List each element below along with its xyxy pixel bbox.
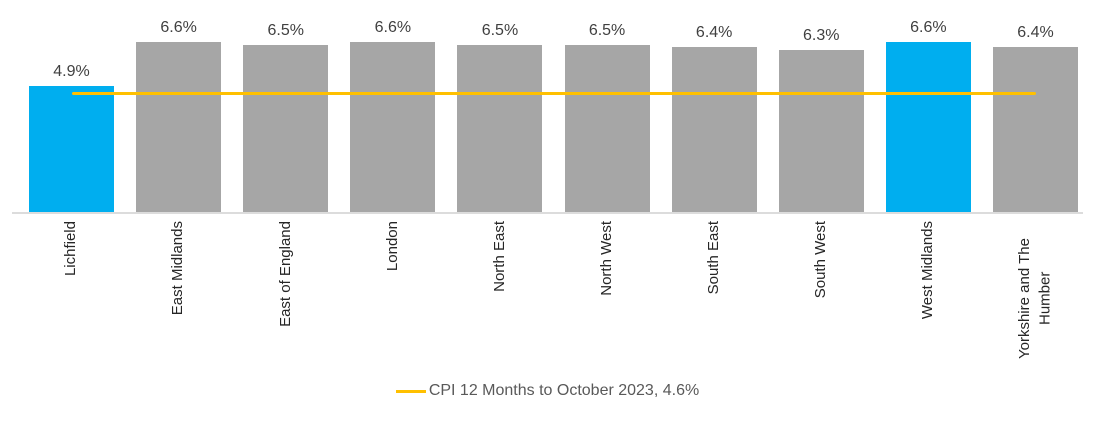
legend-label: CPI 12 Months to October 2023, 4.6% [428,382,700,399]
bar-column: 6.4% [671,24,757,212]
bar [243,44,329,212]
legend: CPI 12 Months to October 2023, 4.6% [0,382,1095,400]
category-label: East of England [276,221,294,327]
bar [457,44,543,212]
bar [29,85,114,212]
category-label: North West [597,221,615,296]
category-label: Yorkshire and The Humber [1016,238,1054,359]
bar [136,42,222,212]
bar-column: 6.5% [457,21,543,212]
category-label: West Midlands [919,221,937,320]
category-cell: London [350,221,435,379]
category-label: North East [490,221,508,292]
bar-value-label: 4.9% [53,62,90,80]
bar-column: 6.5% [564,21,650,212]
bar-value-label: 6.4% [1017,24,1054,42]
bar [992,47,1078,212]
bar-value-label: 6.5% [267,21,304,39]
category-labels-row: Lichfield East Midlands East of England Lon… [29,221,1078,379]
legend-line-swatch [395,389,426,393]
bar-value-label: 6.6% [910,19,947,37]
bar-column: 4.9% [29,63,114,212]
category-label: London [383,221,401,272]
bar-value-label: 6.4% [695,24,733,42]
bar-column: 6.6% [350,19,436,212]
bar-column: 6.6% [136,19,222,212]
bar-value-label: 6.3% [803,26,840,44]
category-cell: East Midlands [136,221,221,379]
category-cell: South West [779,221,864,379]
bar [671,47,757,212]
x-axis-line [12,212,1083,214]
category-label: South East [705,221,723,295]
category-cell: South East [672,221,757,379]
category-label: Lichfield [62,221,80,277]
bar-column: 6.4% [992,24,1078,212]
bar [885,42,971,212]
category-cell: West Midlands [886,221,971,379]
bar [778,49,864,212]
bar-column: 6.3% [778,26,864,212]
category-cell: Lichfield [29,221,114,379]
category-cell: Yorkshire and The Humber [993,221,1078,379]
bar-value-label: 6.5% [588,21,626,39]
bar [350,42,436,212]
bar-value-label: 6.6% [374,19,412,37]
bar-value-label: 6.6% [160,19,197,37]
bar-column: 6.6% [885,19,971,212]
category-cell: East of England [243,221,328,379]
cpi-reference-line [71,92,1036,96]
category-cell: North West [565,221,650,379]
bar-column: 6.5% [243,21,329,212]
bar [564,44,650,212]
bar-value-label: 6.5% [481,21,519,39]
category-cell: North East [457,221,542,379]
category-label: South West [812,221,830,299]
bars-row: 4.9% 6.6% 6.5% 6.6% 6.5% 6.5% 6.4% 6.3% 6.6% 6.4% [29,0,1078,212]
category-label: East Midlands [169,221,187,316]
